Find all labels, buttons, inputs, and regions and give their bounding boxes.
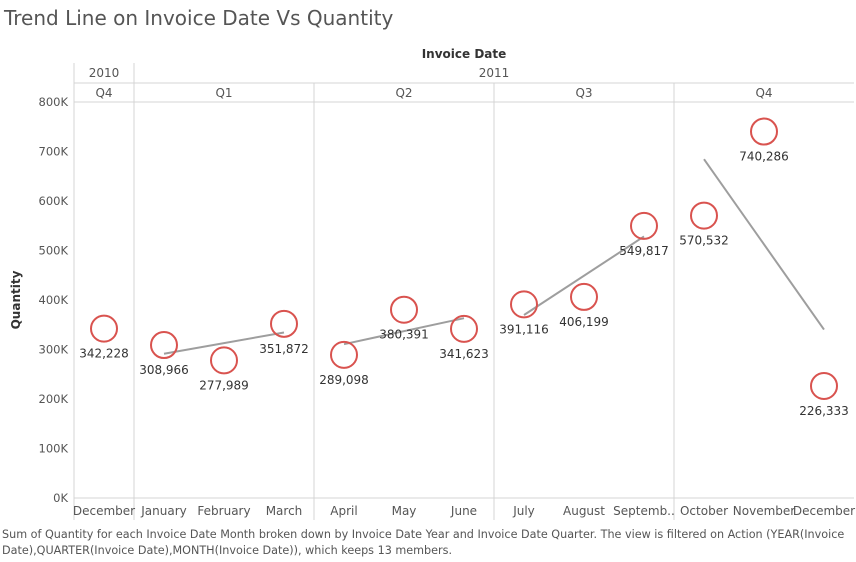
month-label: March [266, 504, 303, 518]
data-label: 740,286 [739, 150, 789, 164]
data-label: 391,116 [499, 322, 549, 336]
quarter-label: Q3 [575, 86, 592, 100]
data-label: 549,817 [619, 244, 669, 258]
data-label: 342,228 [79, 347, 129, 361]
trend-line [523, 235, 645, 316]
x-axis-title: Invoice Date [422, 47, 507, 61]
y-tick-label: 100K [39, 442, 69, 456]
trend-line [343, 317, 465, 346]
month-label: December [73, 504, 135, 518]
data-point [90, 314, 118, 343]
data-point [270, 309, 298, 338]
month-label: December [793, 504, 855, 518]
data-label: 289,098 [319, 373, 369, 387]
month-label: February [197, 504, 250, 518]
trend-line [703, 158, 825, 331]
y-tick-label: 500K [39, 244, 69, 258]
data-point [150, 331, 178, 360]
data-point [450, 314, 478, 343]
data-label: 570,532 [679, 234, 729, 248]
data-point [210, 346, 238, 375]
data-label: 380,391 [379, 328, 429, 342]
y-tick-label: 200K [39, 392, 69, 406]
quarter-label: Q4 [755, 86, 772, 100]
month-label: May [392, 504, 417, 518]
month-label: April [330, 504, 357, 518]
quarter-label: Q1 [215, 86, 232, 100]
data-point [810, 371, 838, 400]
month-label: October [680, 504, 728, 518]
data-point [510, 290, 538, 319]
data-label: 308,966 [139, 363, 189, 377]
y-tick-label: 400K [39, 293, 69, 307]
month-label: June [450, 504, 477, 518]
month-label: August [563, 504, 605, 518]
y-tick-label: 0K [53, 491, 68, 505]
data-label: 277,989 [199, 378, 249, 392]
year-label: 2010 [89, 66, 120, 80]
data-label: 351,872 [259, 342, 309, 356]
y-tick-label: 800K [39, 95, 69, 109]
data-point [630, 211, 658, 240]
data-point [390, 295, 418, 324]
y-tick-label: 700K [39, 145, 69, 159]
chart-caption: Sum of Quantity for each Invoice Date Mo… [2, 528, 845, 557]
trend-line [163, 331, 285, 355]
data-label: 226,333 [799, 404, 849, 418]
month-label: November [733, 504, 795, 518]
data-point [330, 340, 358, 369]
chart-title: Trend Line on Invoice Date Vs Quantity [4, 6, 394, 30]
quarter-label: Q2 [395, 86, 412, 100]
month-label: July [512, 504, 535, 518]
month-label: Septemb.. [613, 504, 675, 518]
data-point [690, 201, 718, 230]
y-axis-title: Quantity [9, 270, 23, 329]
quarter-label: Q4 [95, 86, 112, 100]
y-tick-label: 300K [39, 343, 69, 357]
data-label: 341,623 [439, 347, 489, 361]
data-point [750, 117, 778, 146]
data-label: 406,199 [559, 315, 609, 329]
y-tick-label: 600K [39, 194, 69, 208]
data-point [570, 282, 598, 311]
month-label: January [140, 504, 187, 518]
year-label: 2011 [479, 66, 510, 80]
